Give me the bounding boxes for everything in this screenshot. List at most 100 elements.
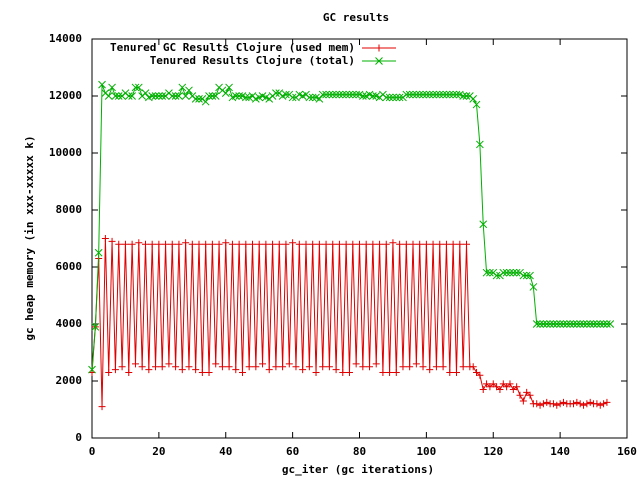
point-marker [352, 90, 361, 99]
point-marker [104, 92, 113, 100]
point-marker [308, 93, 317, 102]
point-marker [369, 240, 377, 248]
point-marker [349, 240, 357, 248]
point-marker [529, 283, 538, 291]
point-marker [479, 386, 487, 394]
point-marker [599, 320, 608, 328]
point-marker [98, 80, 106, 89]
point-marker [191, 94, 200, 103]
point-marker [536, 401, 544, 409]
point-marker [392, 93, 401, 102]
point-marker [272, 89, 280, 98]
point-marker [345, 90, 354, 99]
point-marker [192, 366, 200, 374]
point-marker [262, 240, 270, 248]
point-marker [556, 400, 564, 408]
x-tick-label: 60 [286, 445, 299, 458]
point-marker [389, 93, 397, 102]
point-marker [473, 368, 481, 376]
point-marker [128, 92, 136, 100]
point-marker [158, 92, 167, 100]
point-marker [111, 366, 119, 374]
point-marker [288, 93, 297, 102]
point-marker [449, 240, 457, 248]
point-marker [435, 90, 444, 99]
point-marker [532, 320, 541, 328]
point-marker [412, 360, 420, 368]
point-marker [519, 271, 528, 280]
point-marker [425, 90, 434, 99]
point-marker [579, 320, 588, 328]
point-marker [328, 90, 337, 99]
point-marker [335, 240, 343, 248]
point-marker [502, 268, 511, 277]
point-marker [603, 320, 611, 328]
point-marker [439, 90, 447, 99]
point-marker [238, 368, 246, 376]
point-marker [493, 383, 501, 391]
point-marker [442, 90, 451, 99]
point-marker [476, 371, 484, 379]
point-marker [168, 92, 177, 100]
point-marker [543, 398, 551, 406]
point-marker [315, 94, 324, 103]
x-tick-label: 80 [353, 445, 366, 458]
x-tick-label: 40 [219, 445, 232, 458]
point-marker [332, 90, 340, 99]
point-marker [492, 271, 501, 280]
point-marker [486, 383, 494, 391]
point-marker [436, 240, 444, 248]
y-tick-label: 2000 [56, 374, 83, 387]
point-marker [259, 360, 267, 368]
point-marker [342, 90, 350, 99]
point-marker [572, 320, 581, 328]
point-marker [452, 90, 461, 99]
point-marker [522, 271, 531, 280]
point-marker [533, 400, 541, 408]
point-marker [91, 322, 100, 331]
point-marker [523, 388, 531, 396]
point-marker [345, 368, 353, 376]
point-marker [111, 92, 120, 100]
point-marker [459, 92, 468, 100]
point-marker [369, 92, 377, 100]
point-marker [486, 268, 494, 277]
y-tick-label: 10000 [49, 146, 82, 159]
point-marker [142, 240, 149, 248]
point-marker [322, 240, 330, 248]
point-marker [415, 90, 424, 99]
point-marker [519, 397, 527, 405]
point-marker [198, 368, 206, 376]
point-marker [269, 240, 277, 248]
point-marker [463, 240, 470, 248]
point-marker [255, 240, 263, 248]
point-marker [539, 320, 548, 328]
point-marker [499, 268, 508, 277]
point-marker [483, 380, 491, 388]
point-marker [211, 92, 220, 100]
point-marker [536, 320, 544, 328]
point-marker [322, 90, 330, 99]
y-tick-label: 8000 [56, 203, 83, 216]
point-marker [476, 140, 484, 149]
point-marker [422, 240, 430, 248]
point-marker [221, 89, 230, 98]
point-marker [108, 237, 116, 245]
point-marker [108, 83, 116, 92]
point-marker [482, 268, 491, 277]
y-tick-label: 0 [75, 431, 82, 444]
point-marker [232, 366, 240, 374]
point-marker [94, 248, 103, 257]
point-marker [171, 92, 180, 100]
point-marker [449, 90, 457, 99]
point-marker [135, 239, 143, 247]
point-marker [409, 240, 417, 248]
point-marker [98, 403, 106, 411]
point-marker [242, 240, 250, 248]
point-marker [385, 93, 394, 102]
point-marker [329, 240, 337, 248]
point-marker [392, 368, 400, 376]
point-marker [395, 93, 404, 102]
point-marker [439, 363, 447, 371]
point-marker [195, 240, 203, 248]
